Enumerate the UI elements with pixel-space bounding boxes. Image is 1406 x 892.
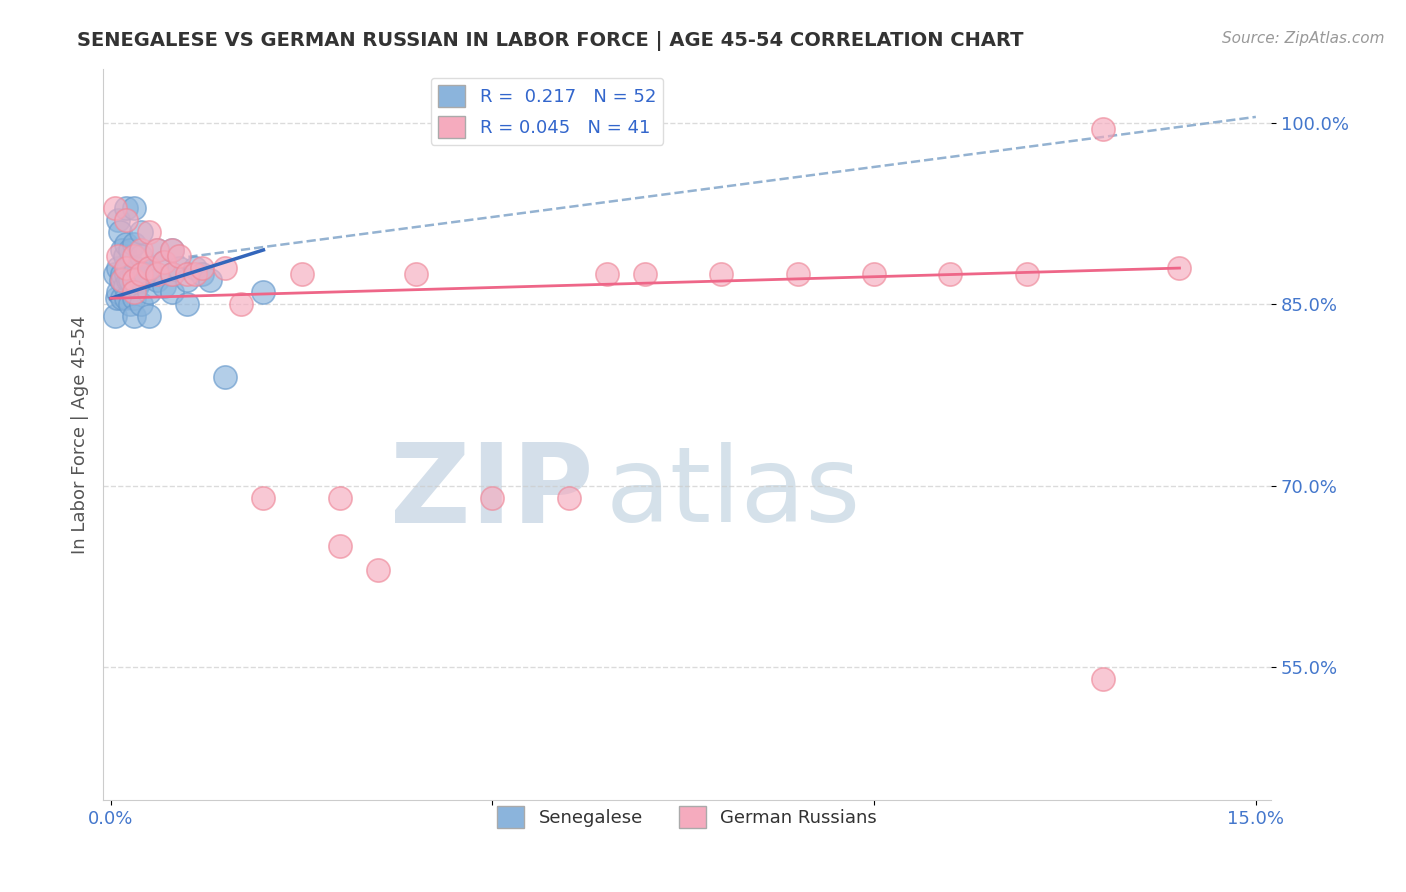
Legend: Senegalese, German Russians: Senegalese, German Russians bbox=[489, 798, 884, 835]
Point bbox=[481, 491, 503, 505]
Point bbox=[127, 279, 149, 293]
Point bbox=[103, 267, 125, 281]
Point bbox=[114, 249, 136, 263]
Point bbox=[138, 261, 160, 276]
Point bbox=[115, 201, 138, 215]
Point bbox=[145, 267, 167, 281]
Point bbox=[191, 267, 214, 281]
Point bbox=[145, 273, 167, 287]
Point bbox=[129, 297, 152, 311]
Point bbox=[122, 249, 145, 263]
Point bbox=[103, 201, 125, 215]
Point bbox=[169, 249, 191, 263]
Text: ZIP: ZIP bbox=[391, 440, 593, 547]
Point bbox=[122, 310, 145, 324]
Point bbox=[114, 279, 136, 293]
Point bbox=[176, 273, 198, 287]
Point bbox=[160, 243, 183, 257]
Text: SENEGALESE VS GERMAN RUSSIAN IN LABOR FORCE | AGE 45-54 CORRELATION CHART: SENEGALESE VS GERMAN RUSSIAN IN LABOR FO… bbox=[77, 31, 1024, 51]
Point bbox=[291, 267, 314, 281]
Point bbox=[107, 261, 129, 276]
Point bbox=[122, 201, 145, 215]
Point bbox=[129, 249, 152, 263]
Point bbox=[129, 273, 152, 287]
Point bbox=[117, 273, 139, 287]
Point bbox=[1015, 267, 1038, 281]
Point bbox=[786, 267, 808, 281]
Point bbox=[107, 285, 129, 300]
Point bbox=[329, 539, 352, 553]
Point bbox=[115, 212, 138, 227]
Point bbox=[367, 563, 389, 577]
Point bbox=[111, 273, 134, 287]
Point bbox=[160, 243, 183, 257]
Point bbox=[122, 267, 145, 281]
Point bbox=[145, 243, 167, 257]
Point bbox=[122, 291, 145, 305]
Point bbox=[214, 370, 236, 384]
Point bbox=[108, 225, 131, 239]
Point bbox=[129, 225, 152, 239]
Point bbox=[252, 285, 274, 300]
Point bbox=[1092, 673, 1115, 687]
Point bbox=[138, 310, 160, 324]
Point bbox=[634, 267, 657, 281]
Point bbox=[138, 261, 160, 276]
Point bbox=[118, 297, 141, 311]
Text: Source: ZipAtlas.com: Source: ZipAtlas.com bbox=[1222, 31, 1385, 46]
Point bbox=[153, 279, 176, 293]
Point bbox=[1092, 122, 1115, 136]
Point bbox=[596, 267, 619, 281]
Point bbox=[939, 267, 962, 281]
Point bbox=[107, 249, 129, 263]
Point bbox=[118, 243, 141, 257]
Point bbox=[122, 285, 145, 300]
Point bbox=[153, 255, 176, 269]
Point bbox=[160, 285, 183, 300]
Point bbox=[252, 491, 274, 505]
Point bbox=[863, 267, 886, 281]
Point bbox=[129, 243, 152, 257]
Point bbox=[1168, 261, 1191, 276]
Point bbox=[111, 243, 134, 257]
Point bbox=[111, 291, 134, 305]
Point bbox=[184, 267, 207, 281]
Point bbox=[329, 491, 352, 505]
Point bbox=[103, 310, 125, 324]
Point bbox=[111, 267, 134, 281]
Point bbox=[129, 267, 152, 281]
Point bbox=[122, 273, 145, 287]
Point bbox=[115, 267, 138, 281]
Point bbox=[405, 267, 427, 281]
Point bbox=[122, 236, 145, 251]
Point bbox=[117, 261, 139, 276]
Point bbox=[153, 255, 176, 269]
Point bbox=[184, 261, 207, 276]
Point bbox=[176, 267, 198, 281]
Point bbox=[160, 267, 183, 281]
Point bbox=[115, 291, 138, 305]
Point bbox=[214, 261, 236, 276]
Point bbox=[115, 261, 138, 276]
Point bbox=[125, 261, 148, 276]
Point bbox=[115, 236, 138, 251]
Point bbox=[176, 297, 198, 311]
Point bbox=[145, 243, 167, 257]
Point bbox=[138, 225, 160, 239]
Point bbox=[134, 267, 156, 281]
Point bbox=[169, 261, 191, 276]
Point bbox=[105, 291, 128, 305]
Point bbox=[110, 273, 132, 287]
Y-axis label: In Labor Force | Age 45-54: In Labor Force | Age 45-54 bbox=[72, 315, 89, 554]
Point bbox=[198, 273, 221, 287]
Point bbox=[138, 285, 160, 300]
Point bbox=[558, 491, 581, 505]
Point bbox=[118, 273, 141, 287]
Point bbox=[191, 261, 214, 276]
Point bbox=[229, 297, 252, 311]
Point bbox=[160, 267, 183, 281]
Text: atlas: atlas bbox=[606, 442, 860, 544]
Point bbox=[710, 267, 733, 281]
Point bbox=[107, 212, 129, 227]
